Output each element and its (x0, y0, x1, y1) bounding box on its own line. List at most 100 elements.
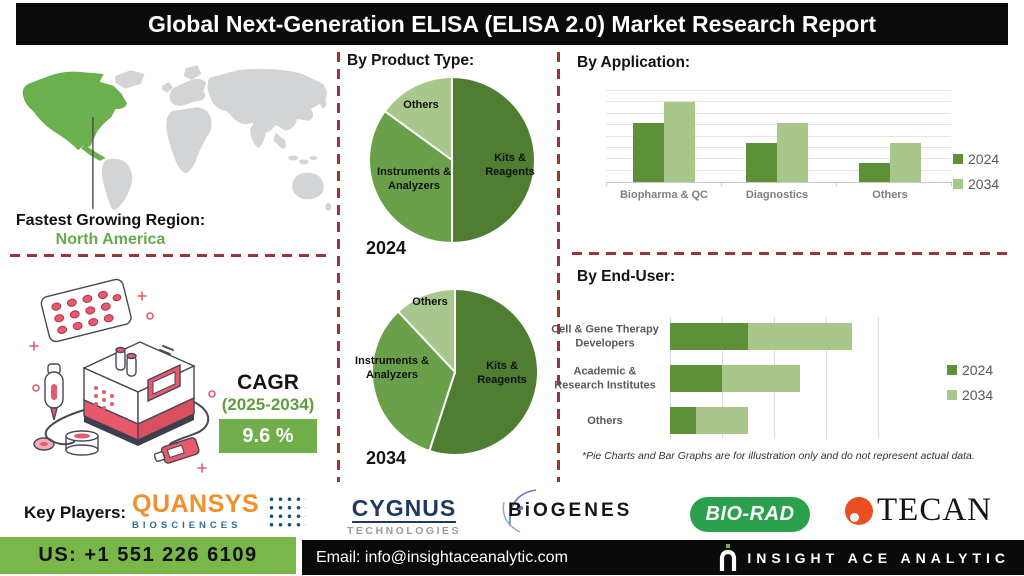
map-africa (166, 107, 212, 174)
map-greenland (115, 70, 145, 89)
pie1-kits-label: Kits & Reagents (485, 152, 535, 178)
quansys-wordmark: QUANSYS (132, 490, 260, 518)
cagr-value: 9.6 % (242, 424, 294, 447)
map-north-america-highlight (22, 71, 128, 161)
pie-slice-others (396, 287, 456, 375)
bar-others-2024 (859, 162, 890, 182)
quansys-subtext: BIOSCIENCES (132, 520, 242, 531)
biorad-wordmark: BIO-RAD (705, 503, 795, 525)
bar-cell-gene-therapy-developers-2034 (748, 323, 852, 350)
logo-cygnus: CYGNUS TECHNOLOGIES (347, 495, 462, 538)
divider-right-horizontal (572, 252, 1014, 255)
category-label: Others (872, 189, 908, 201)
map-india (250, 120, 266, 149)
category-label: Diagnostics (745, 189, 809, 201)
tecan-wordmark: TECAN (877, 492, 992, 528)
pie-chart-2024 (368, 75, 536, 245)
category-label: Cell & Gene Therapy Developers (551, 323, 659, 350)
gridline (606, 101, 951, 103)
bar-cell-gene-therapy-developers-2024 (670, 323, 748, 350)
enduser-plot: Cell & Gene Therapy Developers Academic & R… (551, 317, 879, 439)
divider-vertical-right (557, 52, 560, 482)
pie2-others-label: Others (412, 296, 448, 308)
legend-swatch-2024 (953, 154, 963, 164)
axis-tick (836, 182, 837, 186)
axis-tick (951, 182, 952, 186)
key-players-label: Key Players: (24, 503, 127, 522)
elisa-analyzer-illustration (29, 278, 216, 473)
pie2-instruments-label: Instruments & Analyzers (355, 355, 429, 381)
map-australia (292, 172, 324, 200)
footer-phone-badge: US: +1 551 226 6109 (0, 537, 296, 574)
map-scandinavia (183, 65, 202, 80)
application-heading: By Application: (577, 54, 691, 71)
biogenes-swoosh-icon (502, 489, 537, 533)
footer-brand-text: INSIGHT ACE ANALYTIC (747, 549, 1010, 566)
category-label: Academic & Research Institutes (554, 365, 656, 392)
bar-academic-research-institutes-2034 (722, 365, 800, 392)
gridline (826, 317, 827, 439)
world-map (22, 65, 332, 211)
pie-slice-kits-reagents (451, 75, 536, 245)
map-europe (169, 78, 207, 106)
bar-biopharma-qc-2034 (664, 101, 695, 182)
gridline (878, 317, 879, 439)
axis-tick (721, 182, 722, 186)
eu-legend-label-2034: 2034 (962, 387, 994, 403)
cygnus-subtext: TECHNOLOGIES (347, 525, 462, 537)
cagr-label: CAGR (237, 371, 299, 394)
axis-tick (606, 182, 607, 186)
cagr-period: (2025-2034) (221, 395, 315, 414)
product-type-heading: By Product Type: (347, 52, 475, 69)
logo-quansys: QUANSYS BIOSCIENCES (132, 490, 307, 531)
fastest-growing-region-label: Fastest Growing Region: (15, 212, 206, 229)
pie-slice-others (383, 75, 453, 162)
bar-others-2024 (670, 407, 696, 434)
insight-ace-logo-icon (720, 544, 737, 571)
footer-email: Email: info@insightaceanalytic.com (316, 548, 568, 566)
logo-biogenes: BiOGENES (502, 489, 633, 533)
map-south-america (101, 158, 133, 210)
pie-chart-2034 (371, 287, 539, 456)
disclaimer-footnote: *Pie Charts and Bar Graphs are for illus… (582, 450, 975, 462)
page-title: Global Next-Generation ELISA (ELISA 2.0)… (147, 10, 877, 37)
footer-phone: US: +1 551 226 6109 (38, 544, 258, 566)
gridline (606, 112, 951, 114)
pie-slice-kits-reagents (428, 287, 539, 456)
biogenes-wordmark: BiOGENES (508, 500, 633, 521)
eu-legend-item-2034: 2034 (947, 387, 993, 403)
tecan-circle-icon (845, 496, 873, 525)
bar-biopharma-qc-2024 (633, 122, 664, 182)
enduser-heading: By End-User: (577, 268, 676, 285)
bar-diagnostics-2024 (746, 142, 777, 182)
legend-label-2024: 2024 (968, 151, 1000, 167)
cagr-value-badge: 9.6 % (219, 419, 317, 453)
enduser-legend: 2024 2034 (947, 362, 993, 403)
pie2-kits-label: Kits & Reagents (477, 360, 527, 386)
logo-biorad: BIO-RAD (690, 497, 810, 532)
fastest-growing-region-value: North America (55, 231, 166, 248)
gridline (606, 90, 951, 91)
bar-others-2034 (696, 407, 748, 434)
pie2-year-label: 2034 (366, 448, 407, 468)
eu-legend-swatch-2024 (947, 365, 957, 375)
bar-others-2034 (890, 142, 921, 182)
application-legend: 2024 2034 (953, 151, 999, 192)
pie-slice-instruments-analyzers (371, 310, 457, 453)
map-uk (162, 81, 173, 93)
pie1-instruments-label: Instruments & Analyzers (377, 166, 451, 192)
application-plot: Biopharma & QC Diagnostics Others (606, 90, 952, 201)
pie-slice-instruments-analyzers (368, 109, 453, 245)
cygnus-wordmark: CYGNUS (351, 495, 457, 523)
legend-item-2024: 2024 (953, 151, 999, 167)
map-asia (207, 68, 327, 133)
eu-legend-item-2024: 2024 (947, 362, 993, 378)
bar-diagnostics-2034 (777, 122, 808, 182)
category-label: Others (587, 414, 623, 427)
bar-academic-research-institutes-2024 (670, 365, 722, 392)
report-title-bar: Global Next-Generation ELISA (ELISA 2.0)… (16, 3, 1008, 45)
pie1-others-label: Others (403, 99, 439, 111)
category-label: Biopharma & QC (619, 189, 708, 201)
divider-left-horizontal (10, 254, 332, 257)
